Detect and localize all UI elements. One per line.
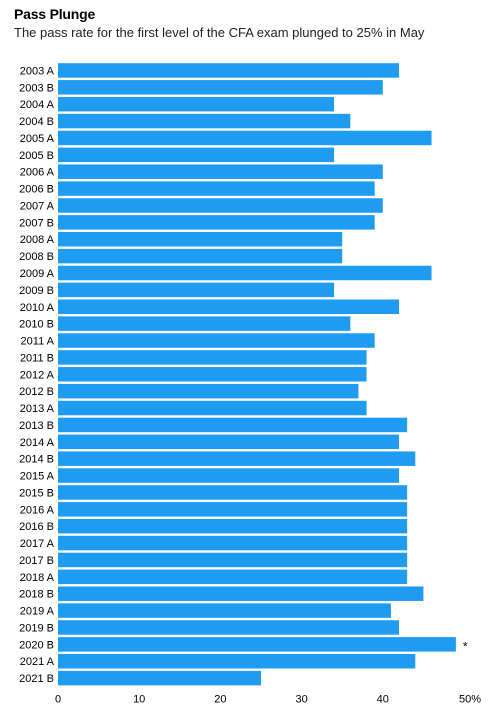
category-label: 2011 B — [20, 352, 54, 364]
bar — [58, 181, 375, 196]
x-tick-label: 10 — [133, 694, 145, 706]
bar — [58, 485, 408, 500]
category-label: 2018 A — [20, 572, 55, 584]
bar — [58, 653, 416, 669]
category-label: 2015 B — [19, 487, 54, 499]
x-tick-label: 40 — [377, 694, 389, 706]
category-label: 2011 A — [21, 336, 55, 348]
category-label: 2004 B — [19, 116, 54, 128]
bar — [58, 552, 408, 568]
category-label: 2012 A — [20, 369, 55, 381]
x-tick-label: 30 — [295, 694, 307, 706]
bar-annotation: * — [463, 639, 468, 653]
category-label: 2008 A — [20, 234, 55, 246]
category-label: 2008 B — [19, 251, 54, 263]
bar — [58, 518, 408, 534]
bar — [58, 603, 391, 618]
bar — [58, 248, 343, 264]
bar — [58, 215, 375, 230]
bar — [58, 147, 335, 163]
bar — [58, 113, 351, 129]
bar — [58, 198, 383, 213]
bar — [58, 316, 351, 331]
category-label: 2015 A — [20, 471, 55, 483]
category-label: 2010 B — [19, 319, 54, 331]
category-label: 2007 B — [19, 217, 54, 229]
category-label: 2004 A — [20, 99, 55, 111]
bar — [58, 670, 261, 686]
category-label: 2014 A — [20, 437, 55, 449]
bar — [58, 400, 367, 416]
bar — [58, 96, 335, 112]
chart-title: Pass Plunge — [14, 6, 96, 22]
bar — [58, 383, 359, 399]
bar — [58, 231, 343, 247]
x-tick-label: 50% — [459, 694, 481, 706]
bar — [58, 502, 408, 517]
category-label: 2019 A — [20, 606, 55, 618]
category-label: 2013 B — [19, 420, 54, 432]
category-label: 2013 A — [20, 403, 55, 415]
bar — [58, 350, 367, 365]
bar — [58, 637, 456, 652]
bar — [58, 620, 400, 635]
bar — [58, 130, 432, 146]
bar — [58, 569, 408, 585]
category-label: 2010 A — [20, 302, 55, 314]
category-label: 2016 A — [20, 504, 55, 516]
chart-subtitle: The pass rate for the first level of the… — [14, 25, 425, 40]
category-label: 2017 B — [19, 555, 54, 567]
bar — [58, 586, 424, 601]
bar — [58, 282, 335, 298]
bar — [58, 468, 400, 483]
bar — [58, 164, 383, 179]
bar — [58, 451, 416, 466]
category-label: 2020 B — [19, 639, 54, 651]
bar — [58, 63, 400, 78]
bar — [58, 434, 400, 450]
category-label: 2007 A — [20, 200, 55, 212]
x-tick-label: 20 — [214, 694, 226, 706]
category-label: 2016 B — [19, 521, 54, 533]
category-label: 2014 B — [19, 454, 54, 466]
category-label: 2021 A — [20, 656, 55, 668]
x-tick-label: 0 — [55, 694, 61, 706]
category-label: 2017 A — [20, 538, 55, 550]
category-label: 2003 A — [20, 65, 55, 77]
bar — [58, 299, 400, 315]
bar — [58, 265, 432, 281]
category-label: 2003 B — [19, 82, 54, 94]
category-label: 2005 A — [20, 133, 55, 145]
category-label: 2012 B — [19, 386, 54, 398]
category-label: 2006 A — [20, 167, 55, 179]
bar — [58, 80, 383, 95]
category-label: 2019 B — [19, 622, 54, 634]
category-label: 2018 B — [19, 589, 54, 601]
bar — [58, 333, 375, 348]
category-label: 2006 B — [19, 184, 54, 196]
category-label: 2021 B — [19, 673, 54, 685]
category-label: 2009 A — [20, 268, 55, 280]
category-label: 2009 B — [19, 285, 54, 297]
category-label: 2005 B — [19, 150, 54, 162]
bar — [58, 367, 367, 382]
bar — [58, 417, 408, 433]
bar — [58, 535, 408, 551]
